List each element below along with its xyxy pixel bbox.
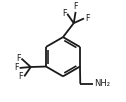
- Text: F: F: [62, 9, 66, 18]
- Text: NH₂: NH₂: [94, 79, 110, 88]
- Text: F: F: [16, 54, 20, 63]
- Text: F: F: [14, 63, 19, 72]
- Text: F: F: [73, 2, 78, 11]
- Text: F: F: [19, 72, 23, 81]
- Text: F: F: [85, 14, 90, 23]
